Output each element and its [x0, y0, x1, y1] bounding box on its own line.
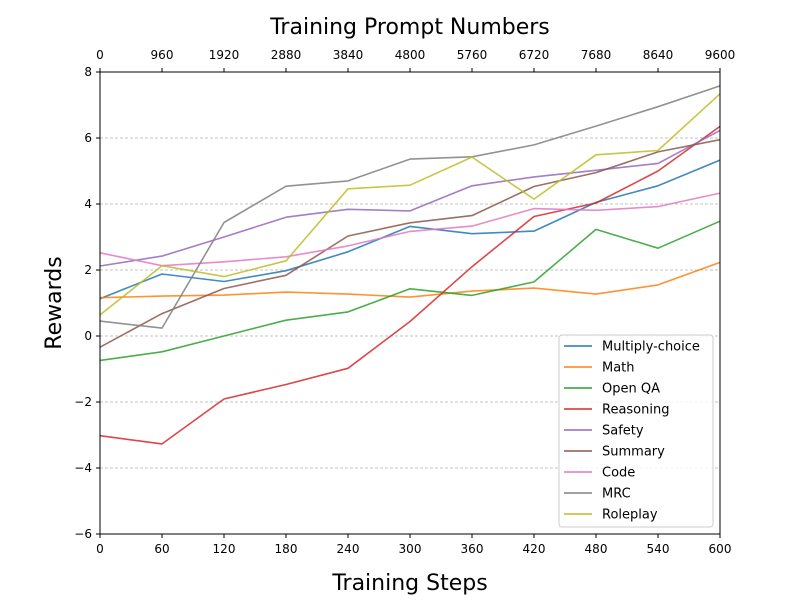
legend-label-mrc: MRC: [602, 487, 631, 502]
x-tick-label: 240: [337, 542, 360, 556]
x-tick-label: 540: [647, 542, 670, 556]
top-x-tick-label: 7680: [581, 48, 612, 62]
series-lines: [99, 85, 721, 445]
top-x-tick-label: 3840: [333, 48, 364, 62]
x-tick-label: 300: [399, 542, 422, 556]
series-line-open-qa: [99, 220, 721, 362]
top-x-tick-label: 960: [151, 48, 174, 62]
series-line-multiply-choice: [99, 159, 721, 300]
x-axis-title: Training Steps: [331, 571, 487, 596]
legend: Multiply-choice Math Open QA Reasoning Safet…: [558, 334, 714, 528]
series-line-safety: [99, 129, 721, 267]
series-line-reasoning: [99, 125, 721, 445]
top-x-tick-label: 9600: [705, 48, 736, 62]
series-line-mrc: [99, 85, 721, 329]
top-x-tick-label: 8640: [643, 48, 674, 62]
x-tick-label: 180: [275, 542, 298, 556]
x-tick-label: 60: [154, 542, 169, 556]
y-tick-label: −4: [74, 461, 92, 475]
legend-label-open-qa: Open QA: [602, 382, 660, 397]
x-tick-label: 420: [523, 542, 546, 556]
y-tick-label: 2: [84, 263, 92, 277]
legend-label-multiply-choice: Multiply-choice: [602, 340, 700, 355]
series-line-math: [99, 261, 721, 299]
x-tick-label: 600: [709, 542, 732, 556]
y-axis-title: Rewards: [42, 256, 67, 349]
series-line-code: [99, 192, 721, 267]
y-tick-label: 6: [84, 131, 92, 145]
legend-label-code: Code: [602, 466, 635, 481]
top-x-tick-label: 0: [96, 48, 104, 62]
x-tick-label: 120: [213, 542, 236, 556]
legend-label-roleplay: Roleplay: [602, 508, 658, 523]
series-line-roleplay: [99, 93, 721, 316]
y-tick-label: 8: [84, 65, 92, 79]
top-x-tick-label: 5760: [457, 48, 488, 62]
series-line-summary: [99, 138, 721, 348]
legend-label-safety: Safety: [602, 424, 644, 439]
top-x-tick-label: 2880: [271, 48, 302, 62]
y-tick-label: 0: [84, 329, 92, 343]
top-x-tick-label: 4800: [395, 48, 426, 62]
legend-label-reasoning: Reasoning: [602, 403, 669, 418]
top-x-tick-label: 6720: [519, 48, 550, 62]
legend-label-summary: Summary: [602, 445, 665, 460]
legend-frame: [558, 334, 714, 528]
x-tick-label: 0: [96, 542, 104, 556]
x-tick-label: 360: [461, 542, 484, 556]
x-tick-label: 480: [585, 542, 608, 556]
top-axis-title: Training Prompt Numbers: [269, 15, 550, 40]
legend-label-math: Math: [602, 361, 635, 376]
y-tick-label: −2: [74, 395, 92, 409]
y-tick-label: 4: [84, 197, 92, 211]
top-x-tick-label: 1920: [209, 48, 240, 62]
y-tick-label: −6: [74, 527, 92, 541]
